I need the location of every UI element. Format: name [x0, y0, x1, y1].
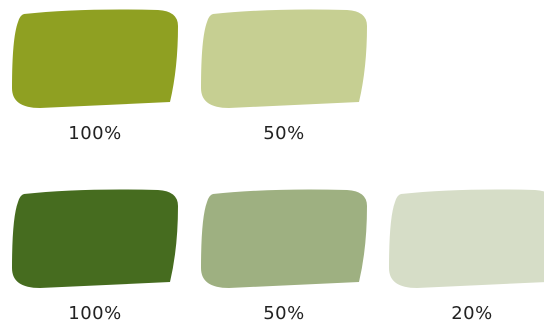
- swatch-fill: [389, 189, 544, 288]
- swatch-shape: [12, 189, 178, 288]
- swatch-shape: [201, 9, 367, 108]
- swatch-fill: [201, 189, 367, 288]
- swatch-fill: [12, 9, 178, 108]
- swatch-shape: [12, 9, 178, 108]
- color-swatch: [199, 188, 369, 288]
- color-swatch: [10, 188, 180, 288]
- swatch-label: 50%: [263, 303, 305, 324]
- color-swatch: [10, 8, 180, 108]
- swatch-label: 50%: [263, 123, 305, 144]
- swatch-label: 20%: [451, 303, 493, 324]
- swatch-label: 100%: [68, 123, 122, 144]
- swatch-label: 100%: [68, 303, 122, 324]
- color-swatch: [199, 8, 369, 108]
- swatch-shape: [389, 189, 544, 288]
- swatch-fill: [201, 9, 367, 108]
- swatch-shape: [201, 189, 367, 288]
- swatch-fill: [12, 189, 178, 288]
- color-swatch: [387, 188, 544, 288]
